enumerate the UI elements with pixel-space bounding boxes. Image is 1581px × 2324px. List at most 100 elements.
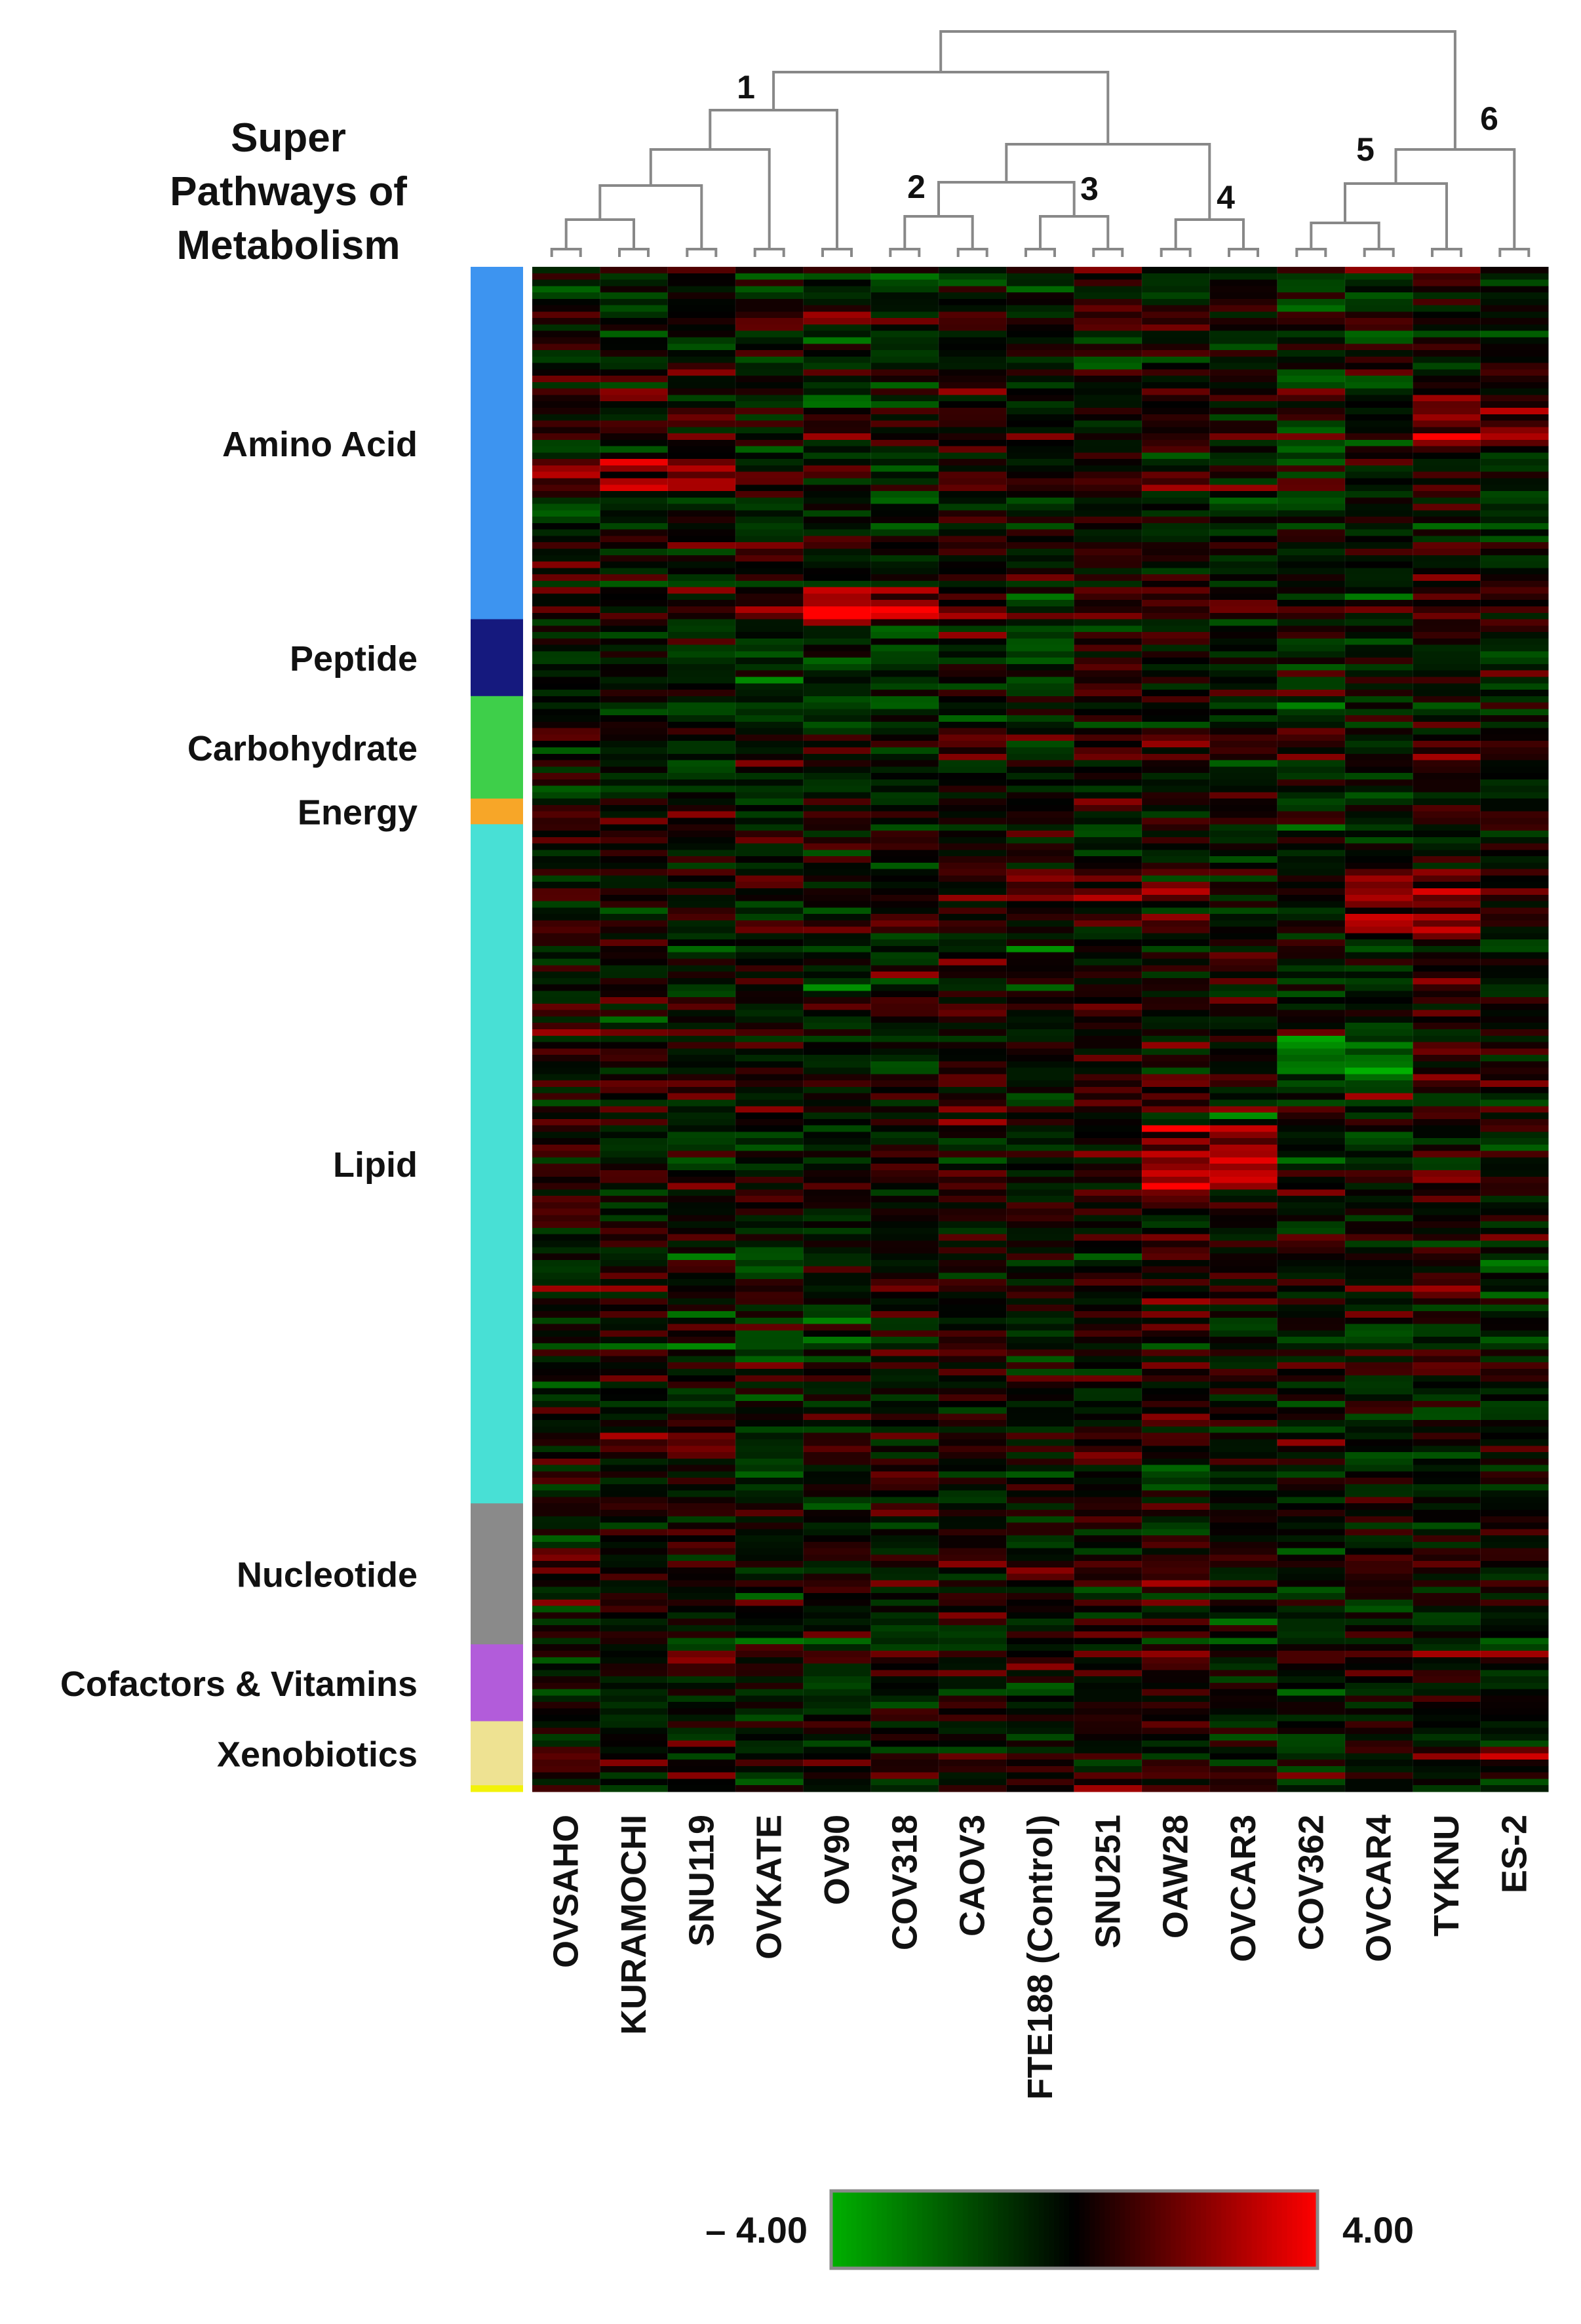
- heatmap-cell: [1006, 298, 1075, 306]
- legend-gradient-step: [1205, 2191, 1212, 2268]
- heatmap-cell: [667, 1337, 736, 1344]
- heatmap-cell: [1209, 619, 1278, 626]
- heatmap-cell: [939, 439, 1007, 447]
- heatmap-cell: [532, 1234, 600, 1242]
- heatmap-cell: [667, 298, 736, 306]
- heatmap-cell: [600, 580, 669, 588]
- dendrogram-branch: [709, 109, 838, 249]
- heatmap-cell: [532, 1420, 600, 1427]
- heatmap-cell: [1074, 292, 1142, 300]
- heatmap-cell: [803, 625, 872, 633]
- heatmap-cell: [1480, 1240, 1549, 1248]
- heatmap-cell: [1277, 1285, 1346, 1293]
- heatmap-cell: [735, 1138, 804, 1145]
- heatmap-cell: [1277, 388, 1346, 396]
- heatmap-cell: [939, 1055, 1007, 1062]
- heatmap-cell: [1345, 503, 1413, 511]
- heatmap-cell: [532, 831, 600, 838]
- heatmap-cell: [1074, 1132, 1142, 1139]
- heatmap-cell: [667, 1164, 736, 1171]
- heatmap-cell: [939, 1657, 1007, 1664]
- heatmap-cell: [939, 1240, 1007, 1248]
- heatmap-cell: [667, 1388, 736, 1395]
- heatmap-cell: [1209, 831, 1278, 838]
- heatmap-cell: [1480, 395, 1549, 402]
- heatmap-cell: [600, 1554, 669, 1562]
- heatmap-cell: [803, 1189, 872, 1196]
- heatmap-cell: [1277, 1118, 1346, 1126]
- heatmap-cell: [1006, 376, 1075, 383]
- heatmap-cell: [1142, 1234, 1210, 1242]
- heatmap-cell: [803, 1240, 872, 1248]
- heatmap-cell: [532, 1612, 600, 1619]
- heatmap-cell: [1209, 1099, 1278, 1107]
- heatmap-cell: [1142, 1509, 1210, 1517]
- heatmap-cell: [1142, 856, 1210, 863]
- heatmap-cell: [1074, 522, 1142, 530]
- heatmap-cell: [1142, 1612, 1210, 1619]
- legend-gradient-step: [1049, 2191, 1055, 2268]
- legend-gradient-step: [1120, 2191, 1125, 2268]
- heatmap-cell: [735, 837, 804, 844]
- heatmap-cell: [1006, 536, 1075, 543]
- heatmap-cell: [1209, 1113, 1278, 1120]
- heatmap-cell: [600, 1305, 669, 1312]
- heatmap-cell: [532, 984, 600, 991]
- heatmap-cell: [1480, 1118, 1549, 1126]
- heatmap-cell: [870, 1663, 939, 1670]
- heatmap-cell: [870, 517, 939, 524]
- heatmap-cell: [870, 1509, 939, 1517]
- pathway-label: Cofactors & Vitamins: [60, 1664, 418, 1704]
- heatmap-cell: [870, 1330, 939, 1337]
- heatmap-cell: [1413, 709, 1481, 716]
- heatmap-cell: [667, 1061, 736, 1069]
- heatmap-cell: [1413, 1215, 1481, 1222]
- heatmap-cell: [532, 1176, 600, 1184]
- heatmap-cell: [1142, 350, 1210, 357]
- heatmap-cell: [1413, 503, 1481, 511]
- heatmap-cell: [532, 471, 600, 479]
- heatmap-cell: [1142, 1023, 1210, 1030]
- heatmap-cell: [1277, 305, 1346, 313]
- heatmap-cell: [1480, 1343, 1549, 1350]
- heatmap-cell: [1142, 1708, 1210, 1716]
- heatmap-cell: [600, 465, 669, 473]
- heatmap-cell: [1006, 1657, 1075, 1664]
- heatmap-cell: [1277, 991, 1346, 998]
- heatmap-cell: [1413, 1240, 1481, 1248]
- heatmap-cell: [532, 997, 600, 1004]
- heatmap-cell: [1209, 721, 1278, 729]
- heatmap-cell: [1074, 785, 1142, 793]
- heatmap-cell: [1074, 677, 1142, 684]
- heatmap-cell: [939, 324, 1007, 332]
- heatmap-cell: [803, 1439, 872, 1446]
- heatmap-cell: [532, 1247, 600, 1254]
- heatmap-cell: [735, 555, 804, 562]
- heatmap-cell: [870, 1029, 939, 1036]
- heatmap-cell: [1209, 267, 1278, 274]
- heatmap-cell: [1480, 1067, 1549, 1075]
- legend-max-label: 4.00: [1342, 2209, 1414, 2251]
- heatmap-cell: [1480, 517, 1549, 524]
- heatmap-cell: [803, 1541, 872, 1549]
- pathway-color-segment: [471, 1503, 523, 1645]
- heatmap-cell: [1480, 1035, 1549, 1043]
- heatmap-cell: [870, 1721, 939, 1728]
- heatmap-cell: [1142, 1765, 1210, 1773]
- heatmap-cell: [1209, 1343, 1278, 1350]
- heatmap-cell: [939, 1298, 1007, 1305]
- heatmap-cell: [870, 1734, 939, 1741]
- heatmap-cell: [803, 728, 872, 736]
- heatmap-cell: [1480, 465, 1549, 473]
- heatmap-cell: [532, 292, 600, 300]
- heatmap-cell: [1345, 555, 1413, 562]
- heatmap-cell: [1345, 1503, 1413, 1510]
- heatmap-cell: [532, 1035, 600, 1043]
- heatmap-cell: [1413, 497, 1481, 505]
- heatmap-cell: [1074, 644, 1142, 652]
- heatmap-cell: [735, 1535, 804, 1543]
- heatmap-cell: [1142, 1484, 1210, 1491]
- heatmap-cell: [600, 638, 669, 646]
- heatmap-cell: [939, 1234, 1007, 1242]
- heatmap-cell: [1413, 894, 1481, 902]
